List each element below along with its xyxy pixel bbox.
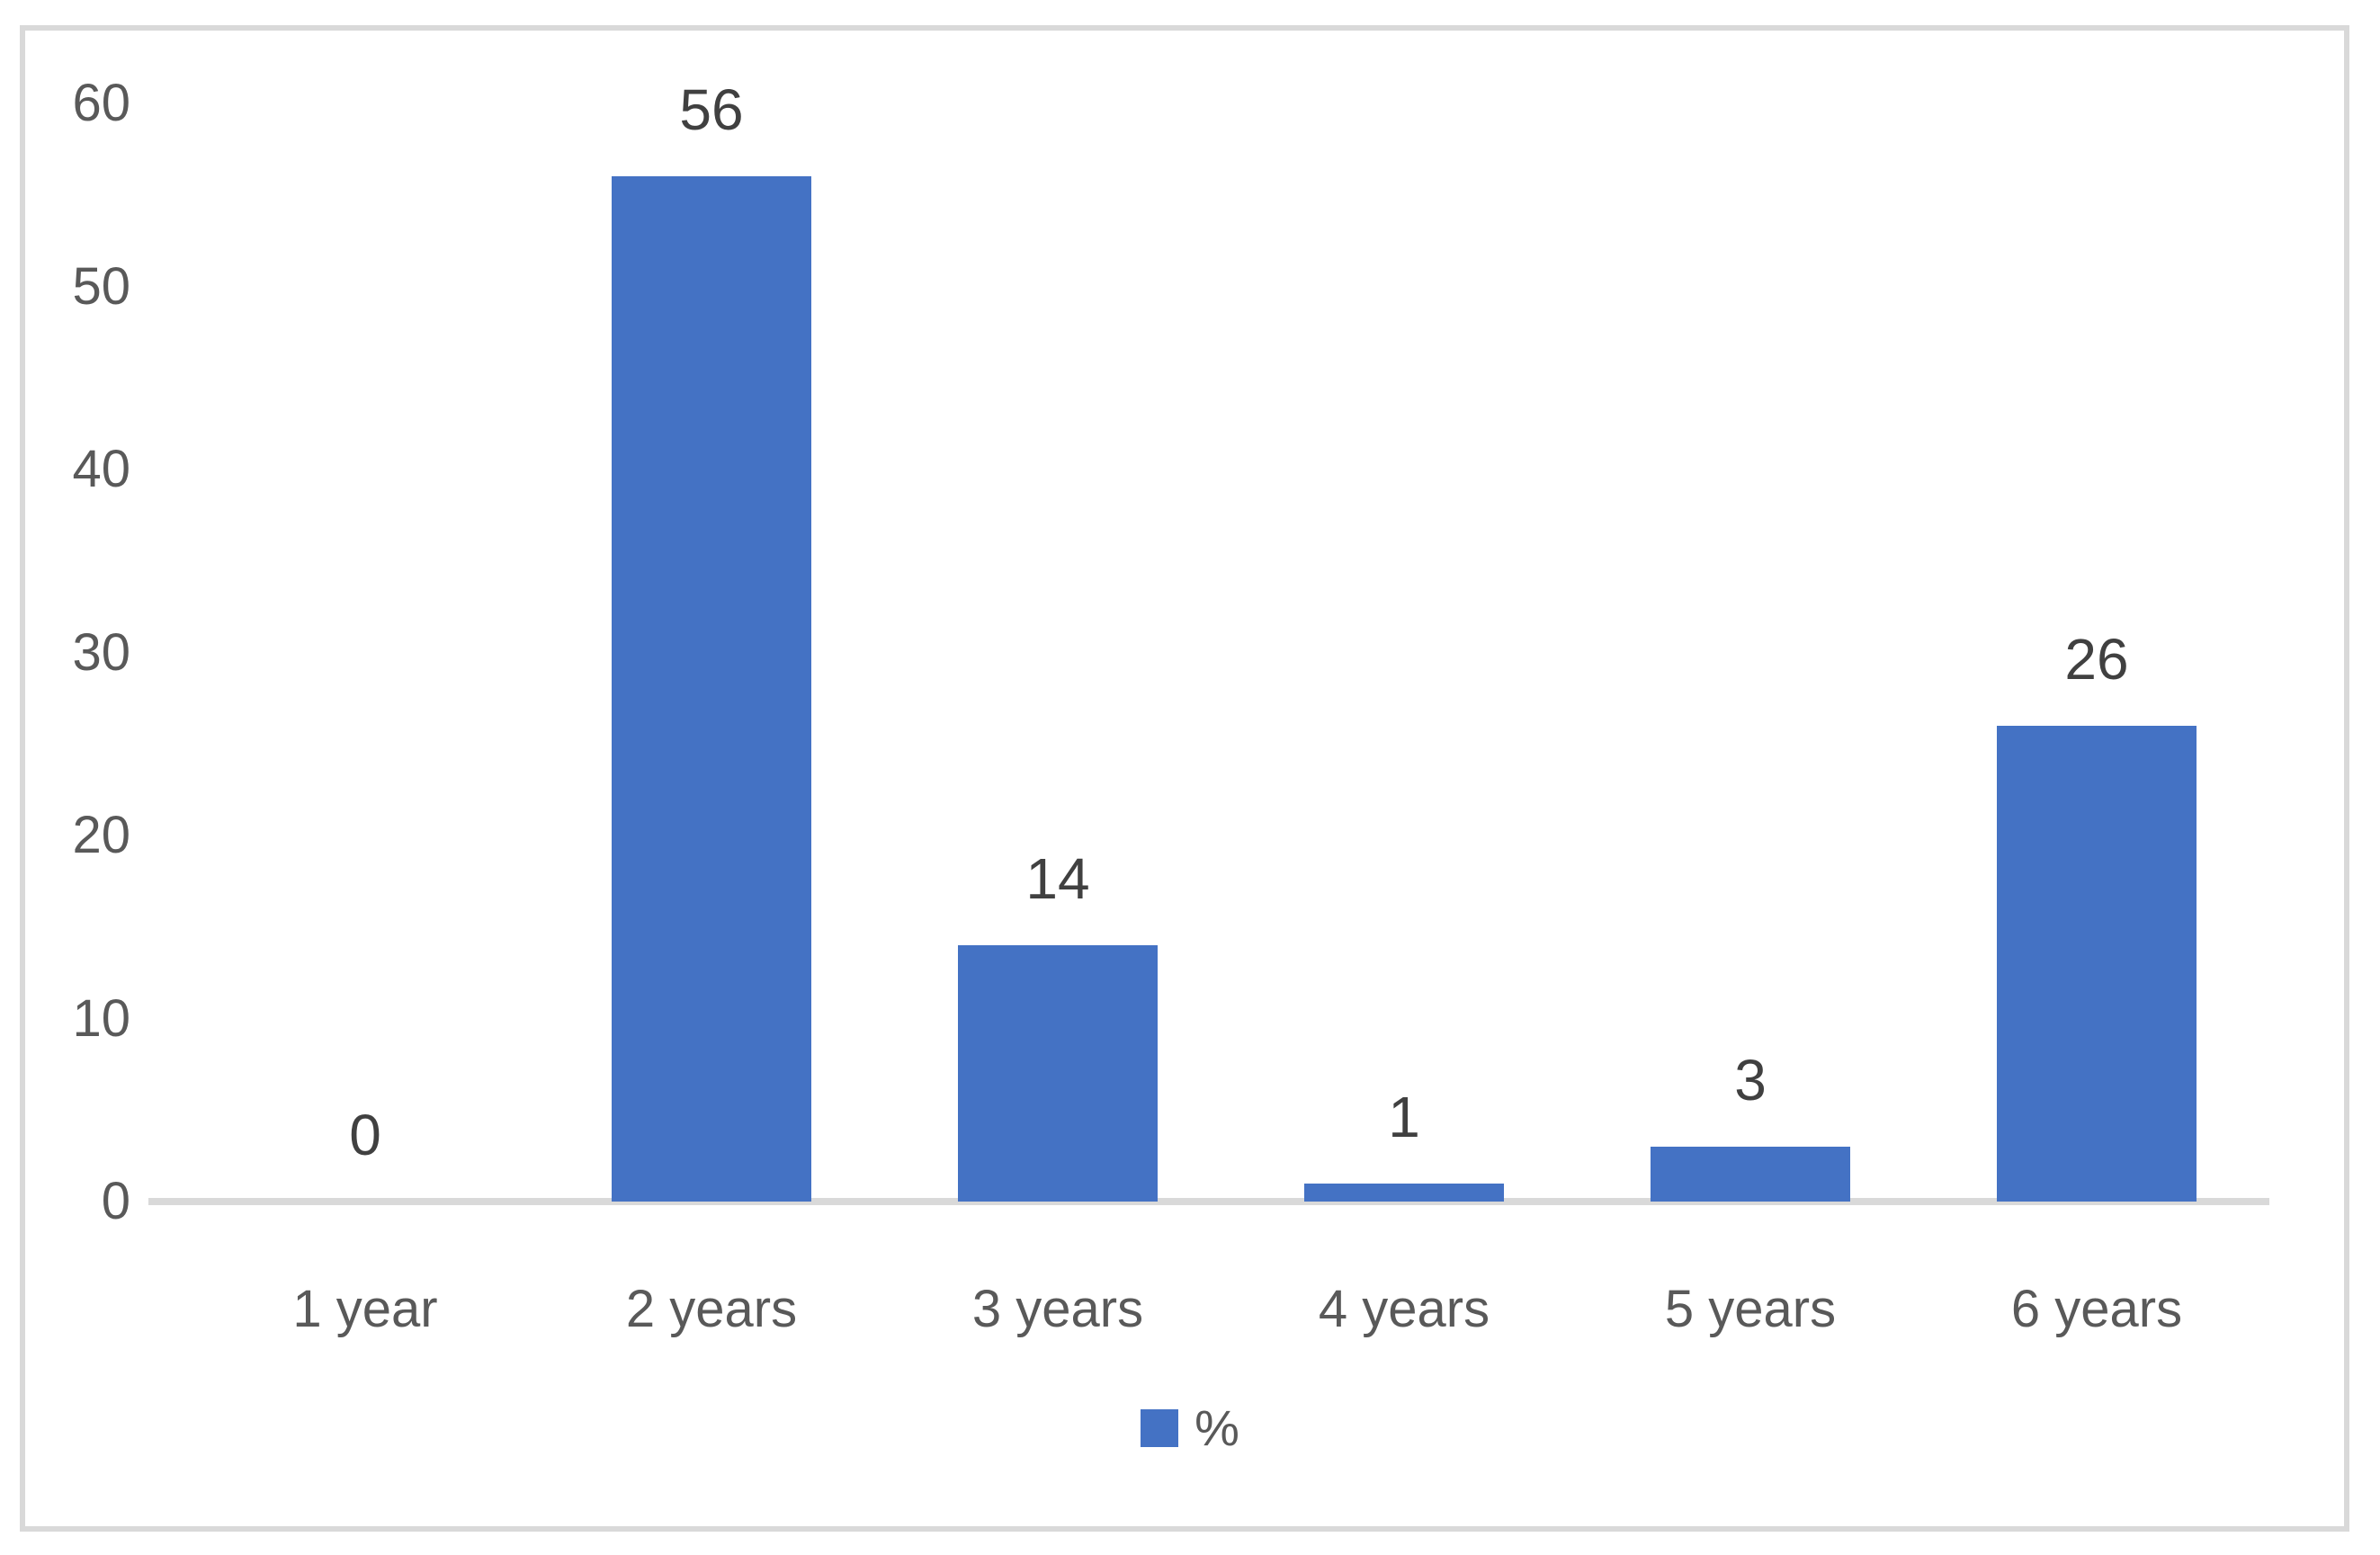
- x-tick-label-2-years: 2 years: [625, 1280, 798, 1338]
- x-axis-line: [148, 1198, 2269, 1205]
- y-tick-label: 30: [72, 622, 130, 682]
- data-label-4-years: 1: [1388, 1084, 1420, 1149]
- legend-swatch-icon: [1141, 1409, 1179, 1447]
- chart-border-frame: [20, 25, 2349, 1532]
- x-tick-label-6-years: 6 years: [2010, 1280, 2183, 1338]
- x-tick-label-1-year: 1 year: [292, 1280, 438, 1338]
- bar-3-years: [958, 945, 1158, 1202]
- data-label-5-years: 3: [1734, 1047, 1767, 1113]
- bar-4-years: [1304, 1183, 1504, 1202]
- y-tick-label: 40: [72, 440, 130, 498]
- x-tick-label-4-years: 4 years: [1318, 1280, 1490, 1338]
- data-label-6-years: 26: [2064, 626, 2129, 692]
- bar-2-years: [612, 176, 811, 1202]
- y-tick-label: 20: [72, 806, 130, 864]
- x-tick-label-3-years: 3 years: [971, 1280, 1144, 1338]
- y-tick-label: 10: [72, 988, 130, 1048]
- bar-5-years: [1651, 1146, 1850, 1202]
- y-tick-label: 50: [72, 256, 130, 316]
- data-label-1-year: 0: [349, 1103, 381, 1167]
- bar-6-years: [1997, 725, 2197, 1202]
- x-tick-label-5-years: 5 years: [1664, 1280, 1837, 1338]
- data-label-3-years: 14: [1025, 846, 1090, 912]
- y-tick-label: 60: [72, 74, 130, 132]
- y-tick-label: 0: [101, 1172, 130, 1230]
- legend: %: [0, 1392, 2380, 1464]
- data-label-2-years: 56: [679, 77, 744, 143]
- legend-series-label: %: [1194, 1399, 1239, 1456]
